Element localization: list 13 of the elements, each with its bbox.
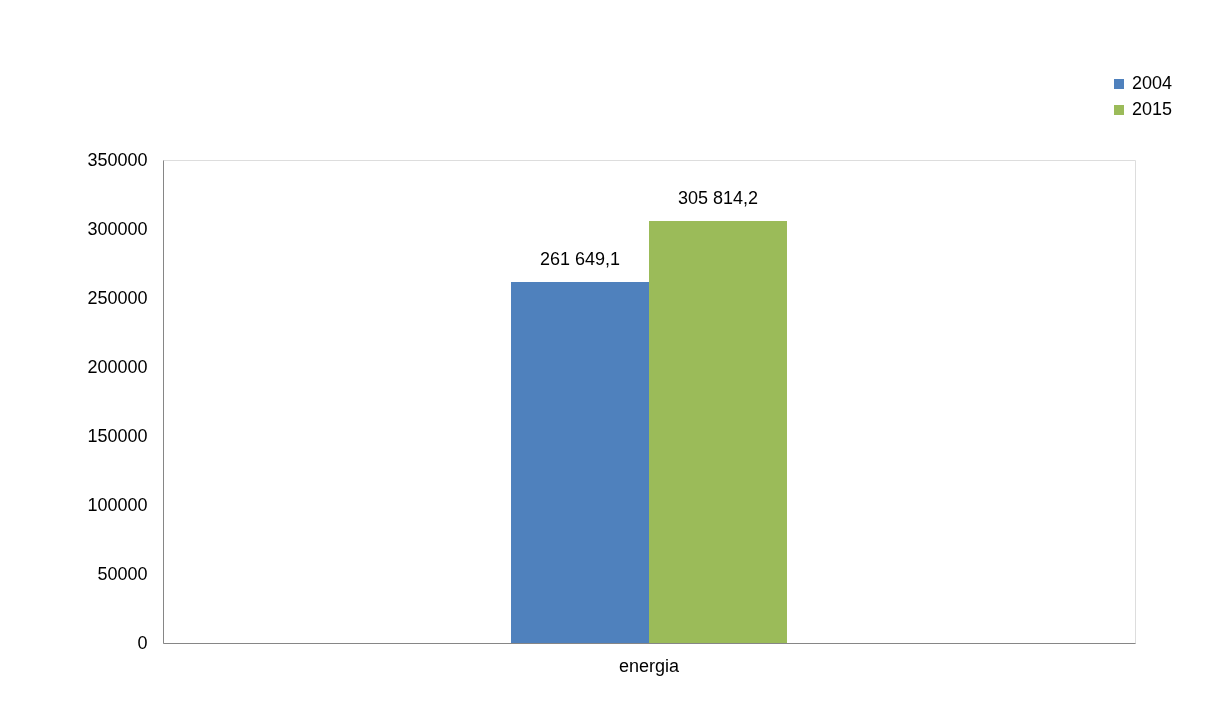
y-tick-label: 200000 <box>87 356 148 377</box>
y-tick-label: 250000 <box>87 287 148 308</box>
legend-label: 2015 <box>1132 99 1173 119</box>
legend-label: 2004 <box>1132 73 1173 93</box>
data-label: 305 814,2 <box>677 187 759 208</box>
x-tick-label: energia <box>618 655 681 676</box>
y-tick-label: 50000 <box>97 563 148 584</box>
y-tick-label: 350000 <box>87 149 148 170</box>
data-label: 261 649,1 <box>539 248 621 269</box>
y-tick-label: 300000 <box>87 218 148 239</box>
y-tick-label: 150000 <box>87 425 148 446</box>
y-tick-label: 0 <box>137 632 148 653</box>
y-tick-label: 100000 <box>87 494 148 515</box>
